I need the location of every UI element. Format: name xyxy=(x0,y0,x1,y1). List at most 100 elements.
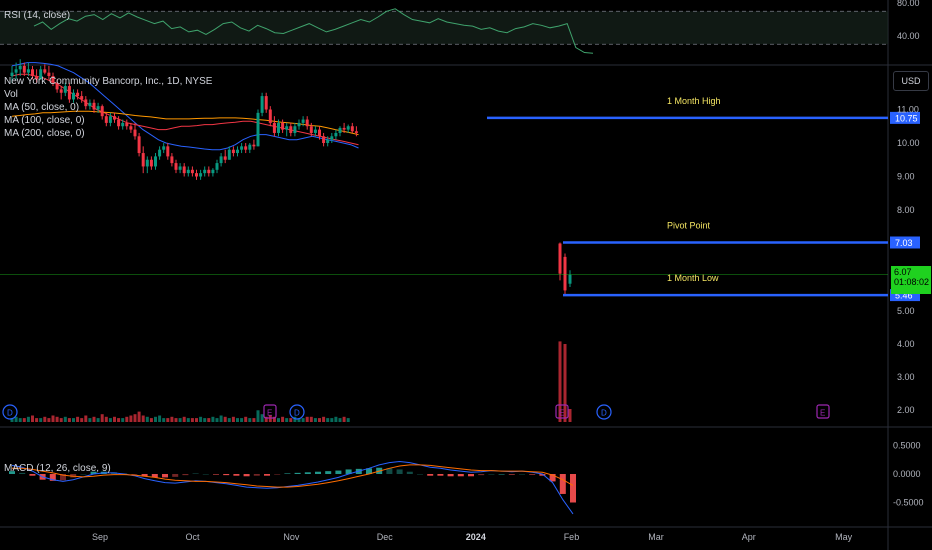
volume-bar xyxy=(338,418,342,422)
macd-histogram-bar xyxy=(457,474,464,477)
volume-bar xyxy=(195,418,198,422)
volume-bar xyxy=(18,418,22,422)
candle-body xyxy=(231,149,235,154)
price-tick-label: 11.00 xyxy=(897,105,919,115)
dividend-marker[interactable]: D xyxy=(289,404,305,420)
earnings-marker[interactable]: E xyxy=(263,404,277,419)
dividend-marker[interactable]: D xyxy=(596,404,612,420)
earnings-marker-box xyxy=(555,404,569,419)
volume-bar xyxy=(88,418,92,422)
event-marker-letter: E xyxy=(820,409,825,418)
macd-histogram-bar xyxy=(549,474,556,482)
dividend-marker[interactable]: D xyxy=(2,404,18,420)
volume-bar xyxy=(182,416,186,422)
macd-histogram-bar xyxy=(274,474,281,475)
macd-histogram-bar xyxy=(335,470,342,474)
price-tick-label: 2.00 xyxy=(897,405,915,415)
volume-bar xyxy=(227,418,231,422)
candle-body xyxy=(154,156,157,167)
event-marker-letter: D xyxy=(7,409,13,418)
rsi-tick-label: 80.00 xyxy=(897,0,920,8)
volume-bar xyxy=(346,418,350,422)
volume-bar xyxy=(219,415,223,422)
macd-histogram-bar xyxy=(478,474,485,476)
price-tick-label: 4.00 xyxy=(897,339,915,349)
candle-body xyxy=(166,146,170,157)
volume-bar xyxy=(313,418,317,422)
candle-body xyxy=(10,72,14,76)
volume-bar xyxy=(47,418,51,422)
candle-body xyxy=(92,102,96,110)
time-axis-label: Mar xyxy=(648,532,664,542)
macd-histogram-bar xyxy=(294,472,301,474)
event-marker-letter: D xyxy=(601,409,607,418)
volume-bar xyxy=(285,418,289,422)
volume-bar xyxy=(309,416,313,422)
candle-body xyxy=(281,122,285,130)
volume-bar xyxy=(186,418,190,422)
ma200-line xyxy=(11,110,359,136)
candle-body xyxy=(240,146,244,150)
candle-body xyxy=(133,129,137,137)
candle-body xyxy=(219,156,223,164)
earnings-marker[interactable]: E xyxy=(816,404,830,419)
macd-histogram-bar xyxy=(447,474,454,477)
volume-bar xyxy=(174,418,178,422)
volume-bar xyxy=(256,410,260,422)
macd-label: MACD (12, 26, close, 9) xyxy=(4,463,111,474)
volume-bar xyxy=(301,418,305,422)
volume-label: Vol xyxy=(4,89,18,100)
macd-signal-line xyxy=(12,464,574,488)
volume-bar xyxy=(568,409,572,422)
macd-histogram-bar xyxy=(396,469,403,474)
volume-bar xyxy=(297,418,301,422)
volume-bar xyxy=(305,416,309,422)
earnings-marker[interactable]: E xyxy=(555,404,569,419)
candle-body xyxy=(215,163,219,170)
candle-body xyxy=(39,69,43,80)
candle-body xyxy=(121,122,125,127)
candle-body xyxy=(313,129,317,133)
rsi-label: RSI (14, close) xyxy=(4,10,71,21)
macd-histogram-bar xyxy=(366,468,372,474)
candle-body xyxy=(289,126,293,133)
macd-histogram-bar xyxy=(529,474,536,475)
candle-body xyxy=(88,102,92,107)
volume-bar xyxy=(207,418,211,422)
volume-bar xyxy=(121,418,125,422)
macd-histogram-bar xyxy=(182,474,189,476)
macd-histogram-bar xyxy=(131,474,138,475)
time-axis-label: Oct xyxy=(185,532,200,542)
macd-histogram-bar xyxy=(386,468,393,474)
macd-tick-label: -0.5000 xyxy=(893,498,924,508)
volume-bar xyxy=(318,418,321,422)
volume-bar xyxy=(31,415,34,422)
volume-bar xyxy=(272,416,276,422)
macd-histogram-bar xyxy=(49,474,56,481)
volume-bar xyxy=(96,418,100,422)
macd-histogram-bar xyxy=(172,474,179,477)
time-axis-label: Sep xyxy=(92,532,108,542)
price-tick-label: 10.00 xyxy=(897,138,920,148)
currency-button[interactable]: USD xyxy=(893,71,929,91)
candle-body xyxy=(248,144,252,150)
candle-body xyxy=(256,112,260,147)
macd-histogram-bar xyxy=(304,472,311,474)
candle-body xyxy=(207,169,211,174)
volume-bar xyxy=(35,418,39,422)
candle-body xyxy=(141,153,145,167)
candle-body xyxy=(35,76,39,80)
volume-bar xyxy=(178,418,182,422)
macd-tick-label: 0.0000 xyxy=(893,469,921,479)
volume-bar xyxy=(22,418,26,422)
rsi-tick-label: 40.00 xyxy=(897,31,920,41)
candle-body xyxy=(178,166,182,170)
volume-bar xyxy=(268,415,272,422)
candle-body xyxy=(149,159,153,167)
volume-bar xyxy=(199,416,203,422)
volume-bar xyxy=(293,416,297,422)
volume-bar xyxy=(14,416,18,422)
volume-bar xyxy=(113,416,116,422)
price-tick-label: 5.00 xyxy=(897,306,915,316)
